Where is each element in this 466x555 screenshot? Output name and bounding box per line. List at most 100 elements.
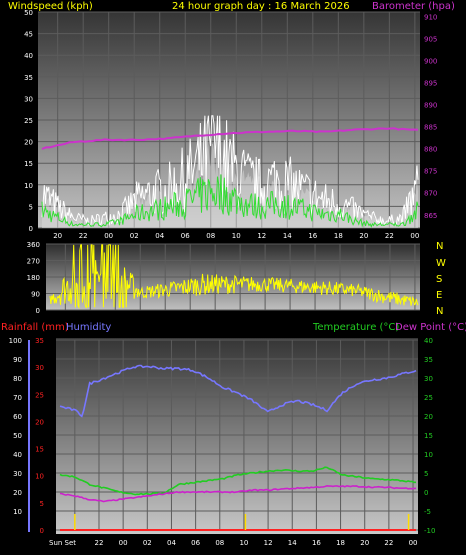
temp-x-tick-label: 18 <box>336 539 345 547</box>
barometer-y-tick-label: 880 <box>424 146 437 154</box>
temp-y-tick-label: 20 <box>424 413 433 421</box>
barometer-y-tick-label: 865 <box>424 212 437 220</box>
dewpoint-title: Dew Point (°C) <box>395 322 466 333</box>
barometer-line <box>41 127 419 150</box>
direction-y-tick-label: 90 <box>31 291 40 299</box>
barometer-title: Barometer (hpa) <box>372 1 455 12</box>
temp-x-tick-label: 16 <box>312 539 321 547</box>
rain-y-tick-label: 30 <box>35 364 44 372</box>
temp-y-tick-label: 10 <box>424 451 433 459</box>
direction-y-tick-label: 180 <box>27 274 40 282</box>
humidity-y-tick-label: 70 <box>13 394 22 402</box>
temp-x-tick-label: 00 <box>409 539 418 547</box>
wind-y-tick-label: 40 <box>24 52 33 60</box>
temp-y-tick-label: 25 <box>424 394 433 402</box>
wind-series <box>41 115 419 228</box>
wind-x-tick-label: 16 <box>308 232 317 240</box>
wind-x-tick-label: 12 <box>257 232 266 240</box>
compass-w: W <box>436 258 446 269</box>
direction-y-tick-label: 360 <box>27 241 40 249</box>
graph-day-title: 24 hour graph day : 16 March 2026 <box>172 1 350 12</box>
humidity-axis-bar <box>28 340 30 532</box>
direction-y-tick-label: 0 <box>36 307 40 315</box>
wind-x-tick-label: 08 <box>206 232 215 240</box>
humidity-y-tick-label: 30 <box>13 470 22 478</box>
wind-y-tick-label: 15 <box>24 160 33 168</box>
wind-y-tick-label: 5 <box>29 203 33 211</box>
rain-y-tick-label: 25 <box>35 391 44 399</box>
humidity-y-tick-label: 10 <box>13 508 22 516</box>
wind-y-tick-label: 0 <box>29 225 33 233</box>
humidity-y-tick-label: 100 <box>9 337 22 345</box>
wind-x-tick-label: 04 <box>155 232 164 240</box>
barometer-y-tick-label: 875 <box>424 168 437 176</box>
wind-x-tick-label: 14 <box>283 232 292 240</box>
wind-y-tick-label: 20 <box>24 139 33 147</box>
wind-x-tick-label: 10 <box>232 232 241 240</box>
temperature-series <box>59 364 417 531</box>
direction-y-tick-label: 270 <box>27 258 40 266</box>
wind-direction-line <box>49 244 419 310</box>
temp-x-tick-label: 14 <box>288 539 297 547</box>
barometer-y-tick-label: 895 <box>424 80 437 88</box>
humidity-y-tick-label: 40 <box>13 451 22 459</box>
barometer-y-tick-label: 905 <box>424 35 437 43</box>
humidity-line <box>59 364 417 418</box>
temp-y-tick-label: 40 <box>424 337 433 345</box>
temp-panel <box>56 338 418 534</box>
temp-y-tick-label: -10 <box>424 527 435 535</box>
temp-x-tick-label: 20 <box>360 539 369 547</box>
temp-y-tick-label: 5 <box>424 470 428 478</box>
temp-y-tick-label: 0 <box>424 489 428 497</box>
rain-y-tick-label: 5 <box>40 500 44 508</box>
temp-x-tick-label: 06 <box>191 539 200 547</box>
sun-set-label: Sun Set <box>49 539 76 547</box>
wind-x-tick-label: 22 <box>385 232 394 240</box>
rain-y-tick-label: 0 <box>40 527 44 535</box>
barometer-y-tick-label: 890 <box>424 102 437 110</box>
dewpoint-line <box>59 484 417 503</box>
temp-grid <box>56 339 418 531</box>
axis-labels: 20 22 00 02 04 06 08 10 12 14 16 18 20 22 000510152025… <box>9 9 438 547</box>
temp-y-tick-label: -5 <box>424 508 431 516</box>
temp-y-tick-label: 35 <box>424 356 433 364</box>
humidity-title: Humidity <box>66 322 111 333</box>
wind-x-tick-label: 00 <box>104 232 113 240</box>
humidity-y-tick-label: 80 <box>13 375 22 383</box>
barometer-y-tick-label: 885 <box>424 124 437 132</box>
wind-x-tick-label: 18 <box>334 232 343 240</box>
wind-x-tick-label: 06 <box>181 232 190 240</box>
wind-y-tick-label: 30 <box>24 95 33 103</box>
temp-x-tick-label: 22 <box>95 539 104 547</box>
humidity-y-tick-label: 50 <box>13 432 22 440</box>
temp-x-tick-label: 00 <box>119 539 128 547</box>
wind-x-tick-label: 00 <box>410 232 419 240</box>
wind-y-tick-label: 10 <box>24 182 33 190</box>
temp-x-tick-label: 04 <box>167 539 176 547</box>
barometer-y-tick-label: 870 <box>424 190 437 198</box>
direction-series <box>49 244 419 310</box>
rain-y-tick-label: 35 <box>35 337 44 345</box>
wind-y-tick-label: 35 <box>24 74 33 82</box>
temp-y-tick-label: 15 <box>424 432 433 440</box>
compass-s: S <box>436 274 442 285</box>
direction-grid <box>46 243 420 311</box>
wind-x-tick-label: 20 <box>359 232 368 240</box>
wind-y-tick-label: 50 <box>24 9 33 17</box>
temperature-line <box>59 466 416 496</box>
temp-x-tick-label: 12 <box>264 539 273 547</box>
rain-y-tick-label: 10 <box>35 473 44 481</box>
compass-n-top: N <box>436 241 443 252</box>
temp-x-tick-label: 02 <box>143 539 152 547</box>
rainfall-title: Rainfall (mm) <box>1 322 69 333</box>
wind-gust-line <box>41 115 419 227</box>
rain-y-tick-label: 15 <box>35 446 44 454</box>
wind-x-tick-label: 22 <box>79 232 88 240</box>
rain-y-tick-label: 20 <box>35 418 44 426</box>
temp-y-tick-label: 30 <box>424 375 433 383</box>
windspeed-title: Windspeed (kph) <box>8 1 93 12</box>
wind-y-tick-label: 45 <box>24 31 33 39</box>
humidity-y-tick-label: 90 <box>13 356 22 364</box>
temp-x-tick-label: 10 <box>239 539 248 547</box>
compass-n-bottom: N <box>436 306 443 317</box>
